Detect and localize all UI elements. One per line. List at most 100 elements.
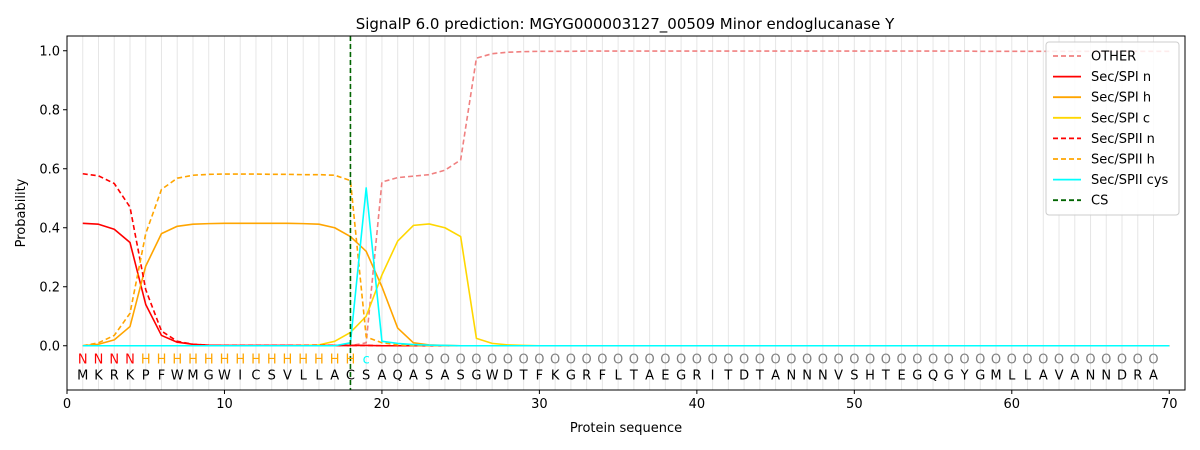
region-label: H bbox=[298, 352, 308, 367]
residue-letter: S bbox=[425, 369, 433, 384]
region-label: O bbox=[534, 352, 544, 367]
region-label: O bbox=[707, 352, 717, 367]
region-label: O bbox=[629, 352, 639, 367]
residue-letter: E bbox=[897, 369, 905, 384]
residue-letter: W bbox=[171, 369, 184, 384]
x-tick-label: 40 bbox=[689, 397, 706, 412]
residue-letter: A bbox=[1039, 369, 1048, 384]
region-label: O bbox=[975, 352, 985, 367]
residue-letter: K bbox=[94, 369, 103, 384]
y-tick-label: 0.6 bbox=[39, 162, 60, 177]
residue-letter: A bbox=[330, 369, 339, 384]
region-label: H bbox=[172, 352, 182, 367]
residue-letter: E bbox=[661, 369, 669, 384]
y-axis-label: Probability bbox=[14, 178, 29, 247]
residue-letter: N bbox=[1086, 369, 1096, 384]
region-label: O bbox=[1038, 352, 1048, 367]
region-label: O bbox=[1054, 352, 1064, 367]
residue-letter: R bbox=[110, 369, 119, 384]
residue-letter: D bbox=[739, 369, 749, 384]
residue-letter: C bbox=[346, 369, 355, 384]
residue-letter: L bbox=[1024, 369, 1032, 384]
residue-letter: Q bbox=[928, 369, 938, 384]
residue-letter: D bbox=[1117, 369, 1127, 384]
region-label: O bbox=[991, 352, 1001, 367]
plot-frame bbox=[66, 35, 1186, 391]
region-label: H bbox=[188, 352, 198, 367]
residue-letter: L bbox=[315, 369, 323, 384]
region-label: O bbox=[676, 352, 686, 367]
residue-letter: S bbox=[268, 369, 276, 384]
series-line-6 bbox=[82, 187, 1170, 347]
region-label: O bbox=[912, 352, 922, 367]
residue-letter: M bbox=[187, 369, 198, 384]
residue-letter: W bbox=[218, 369, 231, 384]
residue-letter: V bbox=[834, 369, 843, 384]
residue-letter: N bbox=[802, 369, 812, 384]
region-label: O bbox=[487, 352, 497, 367]
residue-letter: V bbox=[283, 369, 292, 384]
region-label: O bbox=[959, 352, 969, 367]
residue-letter: A bbox=[409, 369, 418, 384]
region-label: O bbox=[1133, 352, 1143, 367]
residue-letter: W bbox=[486, 369, 499, 384]
residue-letter: G bbox=[676, 369, 686, 384]
residue-letter: I bbox=[238, 369, 242, 384]
residue-letter: K bbox=[126, 369, 135, 384]
region-label: O bbox=[613, 352, 623, 367]
region-label: H bbox=[141, 352, 151, 367]
region-label: O bbox=[503, 352, 513, 367]
region-label: H bbox=[314, 352, 324, 367]
residue-letter: A bbox=[645, 369, 654, 384]
y-tick-label: 0.0 bbox=[39, 339, 60, 354]
residue-letter: F bbox=[158, 369, 165, 384]
region-label: H bbox=[251, 352, 261, 367]
residue-letter: Q bbox=[393, 369, 403, 384]
region-label: O bbox=[1070, 352, 1080, 367]
residue-letter: L bbox=[300, 369, 308, 384]
region-label: O bbox=[645, 352, 655, 367]
residue-letter: H bbox=[865, 369, 875, 384]
residue-letter: G bbox=[912, 369, 922, 384]
region-label: O bbox=[1101, 352, 1111, 367]
residue-letter: V bbox=[1055, 369, 1064, 384]
residue-letter: F bbox=[536, 369, 543, 384]
region-label: O bbox=[519, 352, 529, 367]
region-label: O bbox=[1117, 352, 1127, 367]
region-label: O bbox=[692, 352, 702, 367]
region-label: O bbox=[456, 352, 466, 367]
region-label: H bbox=[235, 352, 245, 367]
region-label: H bbox=[283, 352, 293, 367]
residue-letter: G bbox=[944, 369, 954, 384]
region-label: O bbox=[550, 352, 560, 367]
residue-letter: A bbox=[1149, 369, 1158, 384]
residue-letter: T bbox=[881, 369, 890, 384]
chart-title: SignalP 6.0 prediction: MGYG000003127_00… bbox=[356, 15, 895, 34]
region-label: H bbox=[267, 352, 277, 367]
legend-label: Sec/SPII h bbox=[1091, 153, 1155, 168]
x-tick-label: 70 bbox=[1161, 397, 1178, 412]
region-label: O bbox=[928, 352, 938, 367]
legend-label: Sec/SPI h bbox=[1091, 91, 1151, 106]
x-tick-label: 0 bbox=[63, 397, 71, 412]
legend-label: CS bbox=[1091, 194, 1108, 209]
legend-label: Sec/SPII n bbox=[1091, 132, 1155, 147]
region-label: H bbox=[330, 352, 340, 367]
residue-letter: D bbox=[503, 369, 513, 384]
y-tick-label: 0.8 bbox=[39, 103, 60, 118]
residue-letter: T bbox=[519, 369, 528, 384]
region-label: O bbox=[408, 352, 418, 367]
residue-letter: N bbox=[818, 369, 828, 384]
region-label: O bbox=[440, 352, 450, 367]
residue-letter: L bbox=[1008, 369, 1016, 384]
residue-letter: C bbox=[251, 369, 260, 384]
y-tick-label: 0.4 bbox=[39, 221, 60, 236]
region-label: O bbox=[1007, 352, 1017, 367]
residue-letter: A bbox=[1070, 369, 1079, 384]
residue-letter: G bbox=[204, 369, 214, 384]
region-label: O bbox=[377, 352, 387, 367]
legend-label: Sec/SPII cys bbox=[1091, 173, 1169, 188]
region-label: O bbox=[755, 352, 765, 367]
